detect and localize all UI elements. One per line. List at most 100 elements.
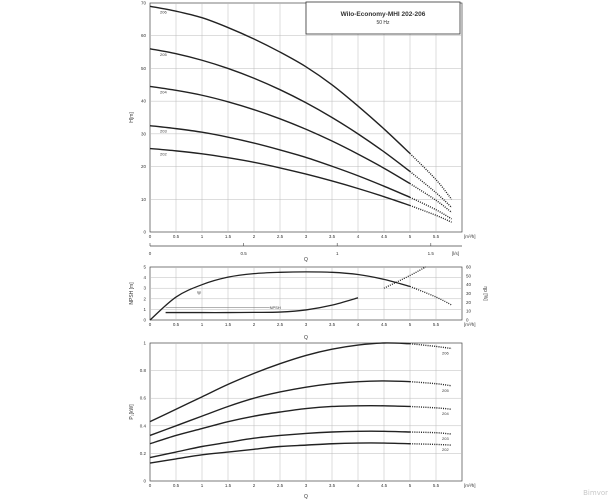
- y-axis-title: H[m]: [129, 112, 135, 123]
- secondary-x-tick-label: 0: [149, 251, 152, 256]
- head-curve-panel: 0 0.5 1 1.5 2 2.5 3 3.5 4 4.5 5 5.5010203040506070[…: [129, 1, 476, 264]
- y-tick-label: 0.4: [140, 423, 147, 428]
- watermark: Bimvor: [583, 489, 608, 497]
- series-label-206: 206: [442, 351, 449, 356]
- series-extension-205: [409, 170, 453, 208]
- x-tick-label: 0: [149, 234, 152, 239]
- series-label-206: 206: [160, 9, 167, 14]
- series-extension-203: [409, 431, 452, 435]
- y2-tick-label: 10: [466, 309, 472, 314]
- y2-tick-label: 50: [466, 273, 472, 278]
- series-extension-203: [409, 196, 452, 220]
- x-tick-label: 2.5: [277, 234, 284, 239]
- x-tick-label: 1: [201, 234, 204, 239]
- secondary-x-tick-label: 1.5: [428, 251, 435, 256]
- series-extension-202: [409, 443, 452, 446]
- x-tick-label: 1.5: [225, 322, 232, 327]
- x-tick-label: 4.5: [381, 322, 388, 327]
- series-line-205: [149, 48, 411, 173]
- x-tick-label: 3.5: [329, 234, 336, 239]
- x-axis-title: Q: [304, 257, 308, 263]
- y-axis-title: P₂[kW]: [129, 404, 135, 420]
- y-tick-label: 0.6: [140, 396, 147, 401]
- series-extension-204: [409, 182, 453, 213]
- x-axis-title: Q: [304, 494, 308, 500]
- y-tick-label: 1: [143, 307, 146, 312]
- y-tick-label: 0: [143, 318, 146, 323]
- x-tick-label: 0.5: [173, 322, 180, 327]
- x-tick-label: 4: [357, 234, 360, 239]
- x-unit-label: [m³/h]: [464, 234, 476, 239]
- y-tick-label: 0.2: [140, 451, 147, 456]
- y-tick-label: 40: [141, 99, 147, 104]
- series-extension-202: [409, 204, 452, 223]
- title-box: Wilo-Economy-MHI 202-206 50 Hz: [305, 1, 461, 35]
- y-axis-title: NPSH [m]: [129, 282, 135, 305]
- y2-tick-label: 20: [466, 300, 472, 305]
- secondary-x-tick-label: 0.5: [240, 251, 247, 256]
- x-tick-label: 0.5: [173, 483, 180, 488]
- secondary-x-tick-label: 1: [336, 251, 339, 256]
- x-tick-label: 1.5: [225, 483, 232, 488]
- efficiency-label: ηp: [197, 290, 202, 295]
- x-tick-label: 4: [357, 483, 360, 488]
- y-tick-label: 5: [143, 265, 146, 270]
- x-tick-label: 2.5: [277, 483, 284, 488]
- power-curve-panel: 0 0.5 1 1.5 2 2.5 3 3.5 4 4.5 5 5.5 0 0.2 0.4 0.6 0.8 1 [m…: [129, 341, 476, 500]
- series-label-202: 202: [442, 447, 449, 452]
- y-tick-label: 60: [141, 33, 147, 38]
- x-tick-label: 2.5: [277, 322, 284, 327]
- x-tick-label: 4.5: [381, 234, 388, 239]
- efficiency-line: [149, 271, 411, 321]
- chart-title: Wilo-Economy-MHI 202-206: [341, 11, 426, 18]
- series-line-204: [149, 405, 411, 445]
- y-tick-label: 4: [143, 275, 146, 280]
- x-tick-label: 5: [409, 322, 412, 327]
- chart-subtitle: 50 Hz: [376, 20, 390, 26]
- series-extension-206: [409, 342, 452, 350]
- x-tick-label: 5: [409, 483, 412, 488]
- y2-tick-label: 0: [466, 318, 469, 323]
- series-line-202: [149, 147, 411, 207]
- x-axis-title: Q: [304, 335, 308, 341]
- x-tick-label: 2: [253, 234, 256, 239]
- x-tick-label: 3: [305, 234, 308, 239]
- x-tick-label: 5.5: [433, 483, 440, 488]
- series-line-205: [149, 380, 411, 437]
- x-tick-label: 0: [149, 322, 152, 327]
- x-tick-label: 0: [149, 483, 152, 488]
- series-label-203: 203: [442, 436, 449, 441]
- y-tick-label: 3: [143, 286, 146, 291]
- y-tick-label: 0: [143, 230, 146, 235]
- series-line-203: [149, 430, 411, 459]
- y-tick-label: 10: [141, 197, 147, 202]
- series-label-203: 203: [160, 129, 167, 134]
- x-tick-label: 2: [253, 322, 256, 327]
- x-tick-label: 5.5: [433, 322, 440, 327]
- x-tick-label: 3: [305, 322, 308, 327]
- series-extension-205: [409, 380, 452, 387]
- npsh-efficiency-panel: 0 0.5 1 1.5 2 2.5 3 3.5 4 4.5 5 5.5 0 1 2 3 4 5 [m³/h] NPSH…: [129, 265, 488, 342]
- x-tick-label: 4.5: [381, 483, 388, 488]
- y-tick-label: 20: [141, 164, 147, 169]
- x-tick-label: 3.5: [329, 322, 336, 327]
- series-label-204: 204: [160, 89, 167, 94]
- x-unit-label: [m³/h]: [464, 483, 476, 488]
- npsh-label: NPSH: [270, 305, 281, 310]
- x-tick-label: 5.5: [433, 234, 440, 239]
- y2-tick-label: 40: [466, 282, 472, 287]
- x-tick-label: 3: [305, 483, 308, 488]
- series-line-206: [149, 342, 411, 423]
- series-extension-204: [409, 405, 452, 410]
- x-tick-label: 2: [253, 483, 256, 488]
- x-tick-label: 0.5: [173, 234, 180, 239]
- x-tick-label: 5: [409, 234, 412, 239]
- efficiency-extension: [409, 285, 452, 306]
- series-label-204: 204: [442, 411, 449, 416]
- series-line-203: [149, 124, 411, 198]
- secondary-x-unit-label: [l/s]: [452, 251, 459, 256]
- series-line-204: [149, 85, 411, 185]
- y-tick-label: 0.8: [140, 368, 147, 373]
- series-line-206: [149, 5, 411, 154]
